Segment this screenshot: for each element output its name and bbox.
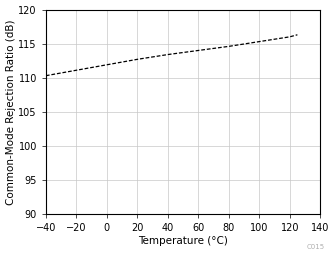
Y-axis label: Common-Mode Rejection Ratio (dB): Common-Mode Rejection Ratio (dB) (6, 19, 15, 204)
X-axis label: Temperature (°C): Temperature (°C) (138, 236, 228, 246)
Text: C015: C015 (307, 244, 325, 250)
